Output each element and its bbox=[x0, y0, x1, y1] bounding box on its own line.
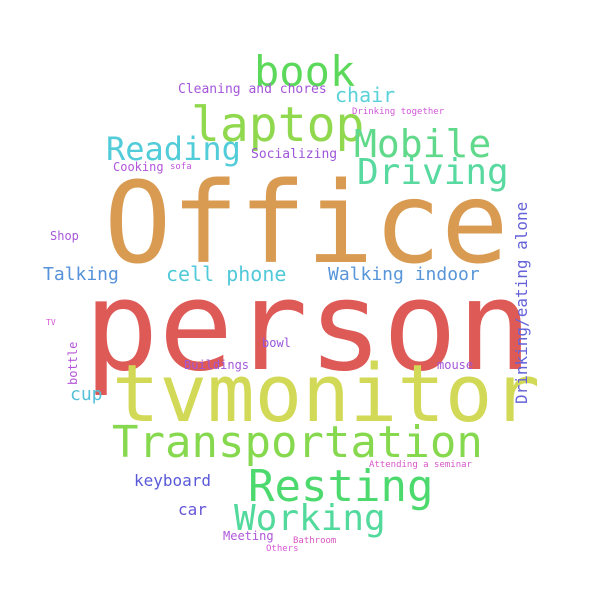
word-mobile: Mobile bbox=[354, 122, 492, 166]
word-bottle: bottle bbox=[66, 341, 80, 385]
word-drinking-eating-alone: Drinking/eating alone bbox=[512, 201, 531, 404]
word-bowl: bowl bbox=[262, 336, 291, 350]
word-sofa: sofa bbox=[170, 162, 192, 172]
word-walking-indoor: Walking indoor bbox=[328, 264, 480, 285]
word-book: book bbox=[254, 47, 356, 96]
word-cleaning-and-chores: Cleaning and chores bbox=[178, 82, 327, 97]
word-transportation: Transportation bbox=[112, 417, 483, 468]
word-meeting: Meeting bbox=[223, 529, 274, 543]
word-reading: Reading bbox=[106, 130, 241, 168]
word-laptop: laptop bbox=[191, 97, 365, 153]
word-working: Working bbox=[234, 498, 386, 539]
word-talking: Talking bbox=[43, 264, 119, 285]
word-shop: Shop bbox=[50, 229, 79, 243]
word-others: Others bbox=[266, 544, 299, 554]
word-car: car bbox=[178, 500, 207, 519]
word-driving: Driving bbox=[357, 152, 509, 193]
word-tvmonitor: tvmonitor bbox=[112, 348, 541, 440]
word-attending-a-seminar: Attending a seminar bbox=[369, 460, 472, 470]
word-cup: cup bbox=[70, 384, 103, 405]
word-socializing: Socializing bbox=[251, 147, 338, 162]
word-resting: Resting bbox=[248, 461, 434, 512]
word-chair: chair bbox=[335, 83, 396, 107]
word-cell-phone: cell phone bbox=[166, 262, 287, 286]
word-office: Office bbox=[104, 159, 509, 289]
word-cooking: Cooking bbox=[113, 160, 164, 174]
word-mouse: mouse bbox=[437, 358, 474, 372]
word-keyboard: keyboard bbox=[134, 471, 212, 490]
word-tv: TV bbox=[46, 318, 56, 327]
word-buildings: Buildings bbox=[184, 358, 250, 372]
word-drinking-together: Drinking together bbox=[352, 107, 445, 117]
word-person: person bbox=[84, 255, 532, 399]
word-bathroom: Bathroom bbox=[293, 536, 337, 546]
